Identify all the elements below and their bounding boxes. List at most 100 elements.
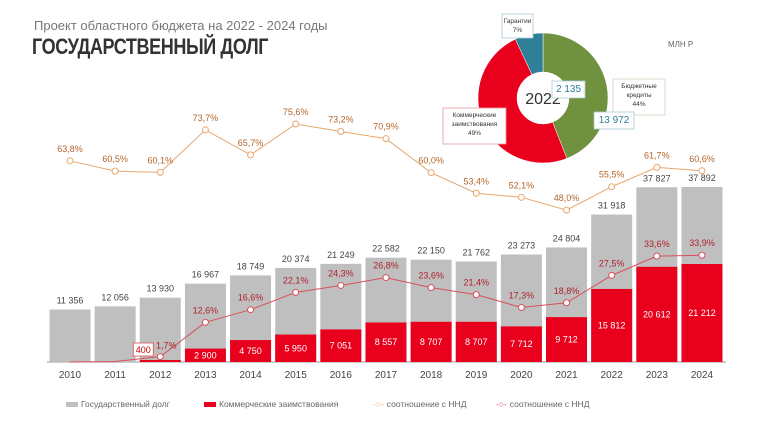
ratio1-marker: [247, 151, 255, 159]
ratio2-label: 33,6%: [644, 239, 670, 249]
bar-debt: [94, 306, 136, 362]
x-tick-label: 2016: [330, 370, 353, 381]
bar-debt-label: 31 918: [598, 201, 626, 211]
x-tick-label: 2019: [465, 370, 488, 381]
ratio2-label: 27,5%: [599, 258, 625, 268]
x-tick-label: 2013: [194, 370, 217, 381]
ratio1-marker: [66, 157, 74, 165]
ratio1-label: 61,7%: [644, 150, 670, 160]
bar-commercial-label: 15 812: [598, 320, 626, 330]
ratio1-label: 75,6%: [283, 107, 309, 117]
legend-line-marker: -○-: [373, 399, 384, 409]
bar-commercial-label: 400: [136, 345, 151, 355]
bar-commercial-label: 5 950: [284, 343, 307, 353]
ratio2-marker: [563, 299, 571, 307]
x-tick-label: 2015: [285, 370, 308, 381]
bar-commercial: [275, 334, 317, 362]
bar-commercial: [636, 266, 678, 362]
ratio1-marker: [427, 169, 435, 177]
x-tick-label: 2023: [646, 370, 669, 381]
bar-commercial: [410, 321, 452, 362]
legend-swatch: [204, 401, 216, 407]
donut-value-guarantee: 2 135: [556, 84, 581, 95]
bar-commercial: [320, 329, 362, 362]
legend-commercial: Коммерческие заимствования: [204, 399, 338, 409]
bar-debt-label: 11 356: [57, 296, 84, 306]
legend-ratio1: -○- соотношение с ННД: [373, 399, 466, 409]
ratio2-marker: [292, 288, 300, 296]
bar-debt-label: 22 582: [372, 244, 400, 254]
legend-debt: Государственный долг: [66, 399, 170, 409]
bar-commercial-label-box: [132, 342, 154, 357]
x-tick-label: 2020: [510, 370, 533, 381]
ratio1-marker: [111, 167, 119, 175]
bar-debt-label: 18 749: [237, 261, 265, 271]
ratio2-label: 21,4%: [463, 278, 489, 288]
bar-debt-label: 12 056: [101, 292, 129, 302]
bar-commercial: [455, 321, 497, 362]
legend-label: соотношение с ННД: [386, 399, 467, 409]
ratio1-marker: [517, 193, 525, 201]
x-tick-label: 2011: [104, 370, 126, 381]
ratio2-label: 22,1%: [283, 275, 309, 285]
ratio2-marker: [653, 252, 661, 260]
ratio2-label: 24,3%: [328, 268, 354, 278]
bar-debt-label: 21 762: [462, 247, 490, 257]
bar-debt-label: 37 892: [688, 173, 716, 183]
ratio1-marker: [608, 183, 616, 191]
legend-ratio2: -○- соотношение с ННД: [496, 399, 589, 409]
bar-commercial-label: 2 900: [194, 350, 217, 360]
ratio2-marker: [472, 291, 480, 299]
ratio1-marker: [653, 163, 661, 171]
donut-label-commercial: Коммерческие: [453, 112, 497, 119]
ratio2-marker: [247, 306, 255, 314]
donut-label-guarantee-box: [501, 13, 534, 39]
ratio2-marker: [608, 271, 616, 279]
x-tick-label: 2010: [59, 370, 82, 381]
ratio2-label: 33,9%: [689, 238, 715, 248]
bar-debt-label: 21 249: [327, 250, 355, 260]
bar-debt-label: 37 827: [643, 173, 671, 183]
legend-label: Государственный долг: [81, 399, 170, 409]
ratio2-label: 23,6%: [418, 271, 444, 281]
ratio2-label: 12,6%: [193, 305, 219, 315]
donut-value-guarantee-box: [551, 80, 586, 99]
ratio1-label: 48,0%: [554, 193, 580, 203]
ratio2-label: 1,7%: [156, 341, 177, 351]
ratio1-label: 53,4%: [463, 176, 489, 186]
bar-commercial-label: 9 712: [555, 335, 578, 345]
ratio2-marker: [201, 318, 209, 326]
donut-label-commercial: 49%: [468, 130, 481, 137]
donut-value-budget: 13 972: [599, 115, 630, 126]
unit-label: МЛН Р: [668, 40, 694, 49]
ratio1-marker: [472, 189, 480, 197]
ratio1-label: 70,9%: [373, 122, 399, 132]
donut-label-budget: Бюджетные: [621, 83, 657, 90]
ratio1-marker: [156, 168, 164, 176]
ratio1-label: 60,1%: [148, 155, 174, 165]
bar-commercial: [139, 360, 181, 362]
bar-commercial: [184, 348, 226, 362]
donut-label-commercial-box: [442, 107, 507, 145]
ratio1-marker: [201, 126, 209, 134]
bar-debt-label: 16 967: [192, 270, 220, 280]
bar-commercial-label: 8 707: [420, 337, 443, 347]
x-tick-label: 2012: [149, 370, 172, 381]
legend-swatch: [66, 401, 78, 407]
ratio1-label: 65,7%: [238, 138, 264, 148]
x-tick-label: 2018: [420, 370, 443, 381]
bar-commercial: [591, 288, 633, 362]
x-tick-label: 2022: [601, 370, 624, 381]
donut-label-commercial: заимствования: [452, 121, 498, 128]
bar-debt-label: 13 930: [147, 284, 175, 294]
bar-debt-label: 20 374: [282, 254, 310, 264]
bar-commercial: [681, 264, 723, 362]
bar-commercial: [230, 340, 272, 362]
ratio1-label: 60,0%: [418, 156, 444, 166]
bar-commercial: [365, 322, 407, 362]
ratio1-marker: [292, 120, 300, 128]
ratio1-marker: [337, 127, 345, 135]
bar-commercial-label: 8 557: [375, 337, 398, 347]
bar-commercial-label: 4 750: [239, 346, 262, 356]
